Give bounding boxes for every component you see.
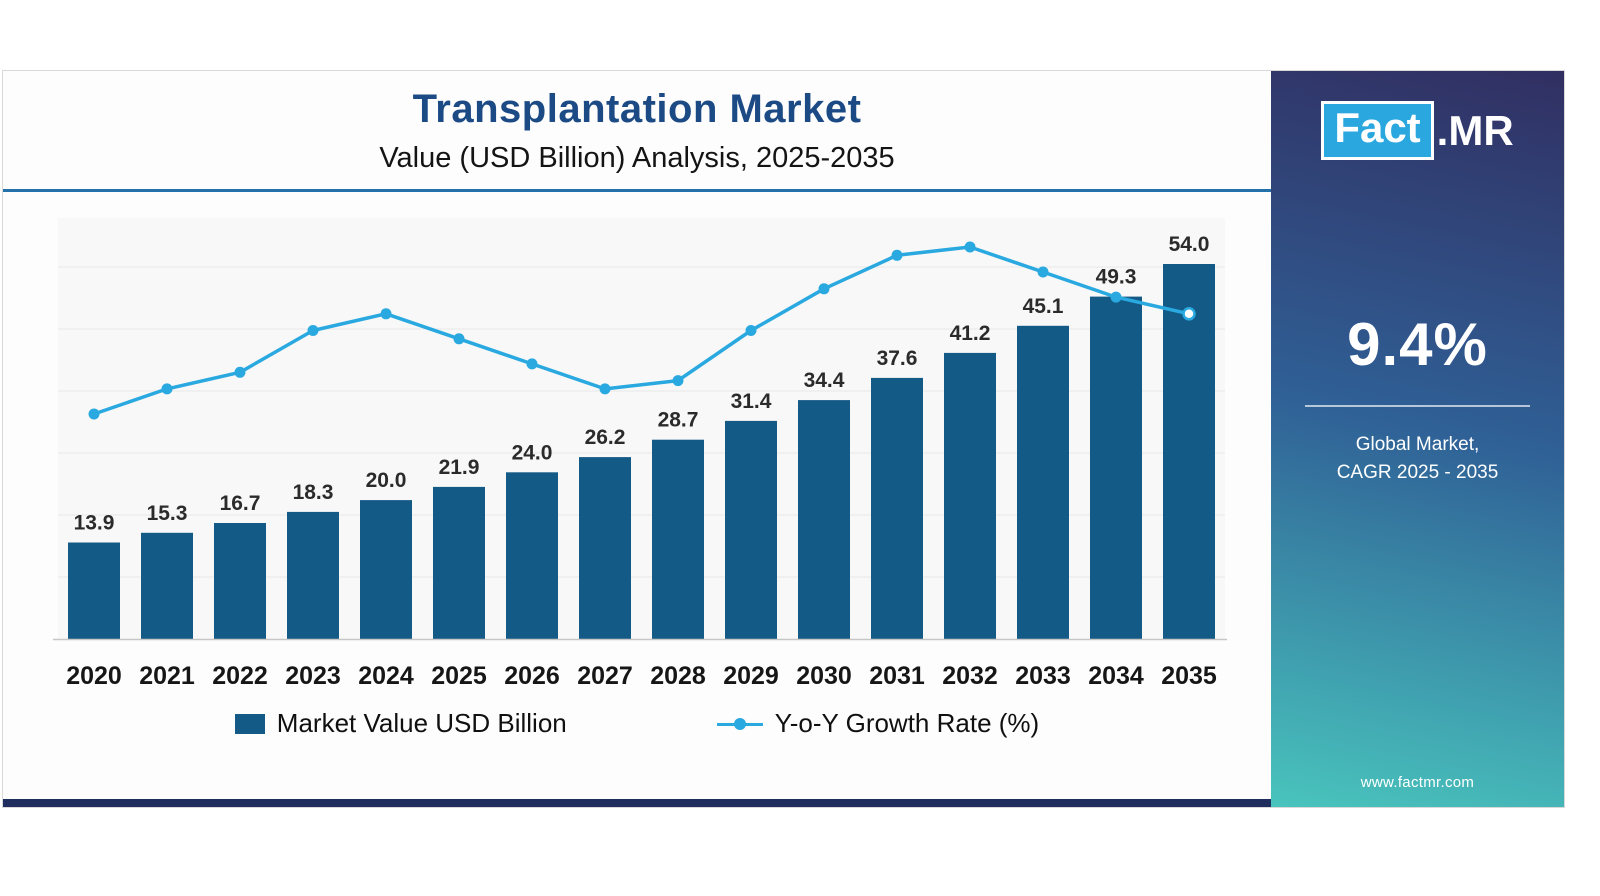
bar-value-label: 41.2 xyxy=(950,322,991,345)
x-axis-label: 2034 xyxy=(1088,662,1144,690)
bar-2035 xyxy=(1163,264,1215,639)
legend-item-line: Y-o-Y Growth Rate (%) xyxy=(716,708,1040,739)
bar-2021 xyxy=(141,532,193,640)
bar-value-label: 20.0 xyxy=(366,469,407,492)
growth-point-2035 xyxy=(1182,307,1196,321)
bar-2020 xyxy=(68,542,120,639)
x-axis-label: 2026 xyxy=(504,662,560,690)
cagr-caption: Global Market, CAGR 2025 - 2035 xyxy=(1337,431,1499,486)
caption-line1: Global Market, xyxy=(1355,434,1480,456)
page-subtitle: Value (USD Billion) Analysis, 2025-2035 xyxy=(379,142,895,174)
header-divider xyxy=(3,189,1271,192)
x-axis-label: 2029 xyxy=(723,662,779,690)
bar-2027 xyxy=(579,457,631,639)
infographic-slide: Transplantation Market Value (USD Billio… xyxy=(2,70,1565,808)
bar-2025 xyxy=(433,486,485,639)
x-axis-label: 2023 xyxy=(285,662,341,690)
bar-value-label: 45.1 xyxy=(1023,295,1064,318)
growth-point-2032 xyxy=(964,241,976,253)
growth-point-2026 xyxy=(526,358,538,370)
bar-2034 xyxy=(1090,296,1142,639)
bar-value-label: 13.9 xyxy=(74,512,115,535)
legend-item-bar: Market Value USD Billion xyxy=(234,708,567,739)
growth-point-2034 xyxy=(1110,291,1122,303)
x-axis-label: 2027 xyxy=(577,662,633,690)
bar-value-label: 34.4 xyxy=(804,369,845,392)
bar-value-label: 28.7 xyxy=(658,409,699,432)
sidebar-divider xyxy=(1305,405,1530,408)
logo-fact-text: Fact xyxy=(1321,101,1434,161)
x-axis-label: 2032 xyxy=(942,662,998,690)
growth-point-2022 xyxy=(234,366,246,378)
x-axis-label: 2024 xyxy=(358,662,414,690)
bottom-strip xyxy=(3,799,1271,807)
bar-value-label: 21.9 xyxy=(439,456,480,479)
bar-value-label: 49.3 xyxy=(1096,266,1137,289)
logo-mr-text: .MR xyxy=(1436,106,1514,154)
bar-2032 xyxy=(944,352,996,639)
growth-point-2024 xyxy=(380,308,392,320)
bar-value-label: 15.3 xyxy=(147,502,188,525)
x-axis-label: 2035 xyxy=(1161,662,1217,690)
chart-legend: Market Value USD Billion Y-o-Y Growth Ra… xyxy=(3,708,1271,739)
growth-point-2020 xyxy=(88,408,100,420)
factmr-logo: Fact .MR xyxy=(1321,101,1514,161)
x-axis-label: 2020 xyxy=(66,662,122,690)
brand-sidebar: Fact .MR 9.4% Global Market, CAGR 2025 - … xyxy=(1271,71,1564,807)
bar-2024 xyxy=(360,500,412,639)
chart-panel: Transplantation Market Value (USD Billio… xyxy=(3,71,1271,807)
legend-line-label: Y-o-Y Growth Rate (%) xyxy=(774,708,1040,738)
x-axis-label: 2031 xyxy=(869,662,925,690)
legend-bar-label: Market Value USD Billion xyxy=(276,708,567,738)
bar-swatch-icon xyxy=(234,713,265,734)
growth-point-2025 xyxy=(453,333,465,345)
bar-2030 xyxy=(798,400,850,639)
x-axis-label: 2033 xyxy=(1015,662,1071,690)
growth-point-2028 xyxy=(672,375,684,387)
bar-value-label: 24.0 xyxy=(512,441,553,464)
bar-value-label: 54.0 xyxy=(1169,233,1210,256)
bar-value-label: 16.7 xyxy=(220,492,261,515)
bar-2026 xyxy=(506,472,558,639)
growth-point-2023 xyxy=(307,325,319,336)
x-axis-label: 2028 xyxy=(650,662,706,690)
market-chart: 13.9 15.3 16.7 18.3 20.0 21.9 24.0 26.2 28.7 31.4… xyxy=(53,218,1227,690)
bar-2028 xyxy=(652,439,704,639)
page-title: Transplantation Market xyxy=(412,87,862,131)
line-marker-icon xyxy=(716,717,763,730)
growth-point-2033 xyxy=(1037,266,1049,278)
growth-point-2027 xyxy=(599,383,611,395)
caption-line2: CAGR 2025 - 2035 xyxy=(1336,461,1499,483)
bar-value-label: 18.3 xyxy=(293,481,334,504)
bar-2033 xyxy=(1017,325,1069,639)
bar-2029 xyxy=(725,420,777,639)
x-axis-label: 2021 xyxy=(139,662,195,690)
website-url: www.factmr.com xyxy=(1360,774,1475,791)
growth-point-2031 xyxy=(891,249,903,261)
bar-2023 xyxy=(287,511,339,639)
growth-point-2029 xyxy=(745,325,757,336)
growth-point-2030 xyxy=(818,283,830,295)
bar-value-label: 37.6 xyxy=(877,347,918,370)
bar-2022 xyxy=(214,523,266,639)
cagr-value: 9.4% xyxy=(1347,311,1488,379)
bar-2031 xyxy=(871,377,923,639)
growth-point-2021 xyxy=(161,383,173,395)
bar-value-label: 26.2 xyxy=(585,426,626,449)
bar-value-label: 31.4 xyxy=(731,390,772,413)
growth-line xyxy=(92,245,1191,416)
x-axis-label: 2025 xyxy=(431,662,487,690)
x-axis-label: 2022 xyxy=(212,662,268,690)
x-axis-label: 2030 xyxy=(796,662,852,690)
